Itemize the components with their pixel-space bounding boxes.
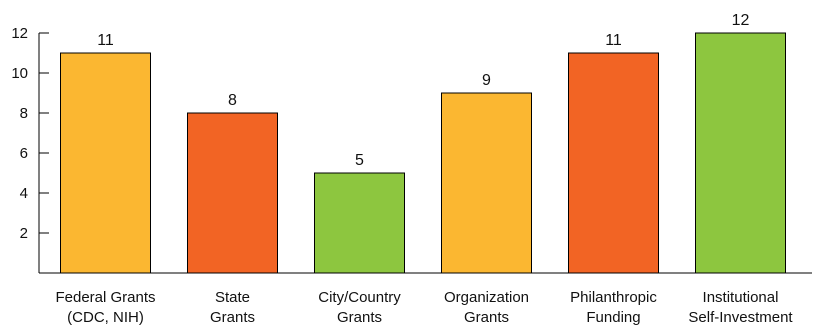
y-tick-label-6: 6 xyxy=(20,145,28,162)
bar-4 xyxy=(441,92,532,274)
bars-layer xyxy=(60,32,786,274)
data-label-2: 8 xyxy=(228,92,237,109)
y-tick-label-2: 2 xyxy=(20,225,28,242)
category-label-2: State Grants xyxy=(210,289,255,326)
bar-2 xyxy=(187,112,278,274)
bar-3 xyxy=(314,172,405,274)
data-label-5: 11 xyxy=(605,32,622,49)
data-label-3: 5 xyxy=(355,152,364,169)
y-tick-label-10: 10 xyxy=(11,65,28,82)
data-label-4: 9 xyxy=(482,72,491,89)
axis-layer: 2 4 6 8 10 12 xyxy=(11,25,812,274)
category-label-4: Organization Grants xyxy=(444,289,529,326)
y-tick-label-8: 8 xyxy=(20,105,28,122)
category-label-5: Philanthropic Funding xyxy=(570,289,657,326)
bar-1 xyxy=(60,52,151,274)
category-label-3: City/Country Grants xyxy=(318,289,401,326)
bar-5 xyxy=(568,52,659,274)
bar-6 xyxy=(695,32,786,274)
data-label-1: 11 xyxy=(97,32,114,49)
y-tick-label-12: 12 xyxy=(11,25,28,42)
data-label-6: 12 xyxy=(732,12,750,29)
y-tick-label-4: 4 xyxy=(20,185,28,202)
category-label-1: Federal Grants (CDC, NIH) xyxy=(55,289,155,326)
category-label-6: Institutional Self-Investment xyxy=(688,289,793,326)
labels-layer: 11 Federal Grants (CDC, NIH) 8 State Grants 5 C… xyxy=(55,12,793,326)
